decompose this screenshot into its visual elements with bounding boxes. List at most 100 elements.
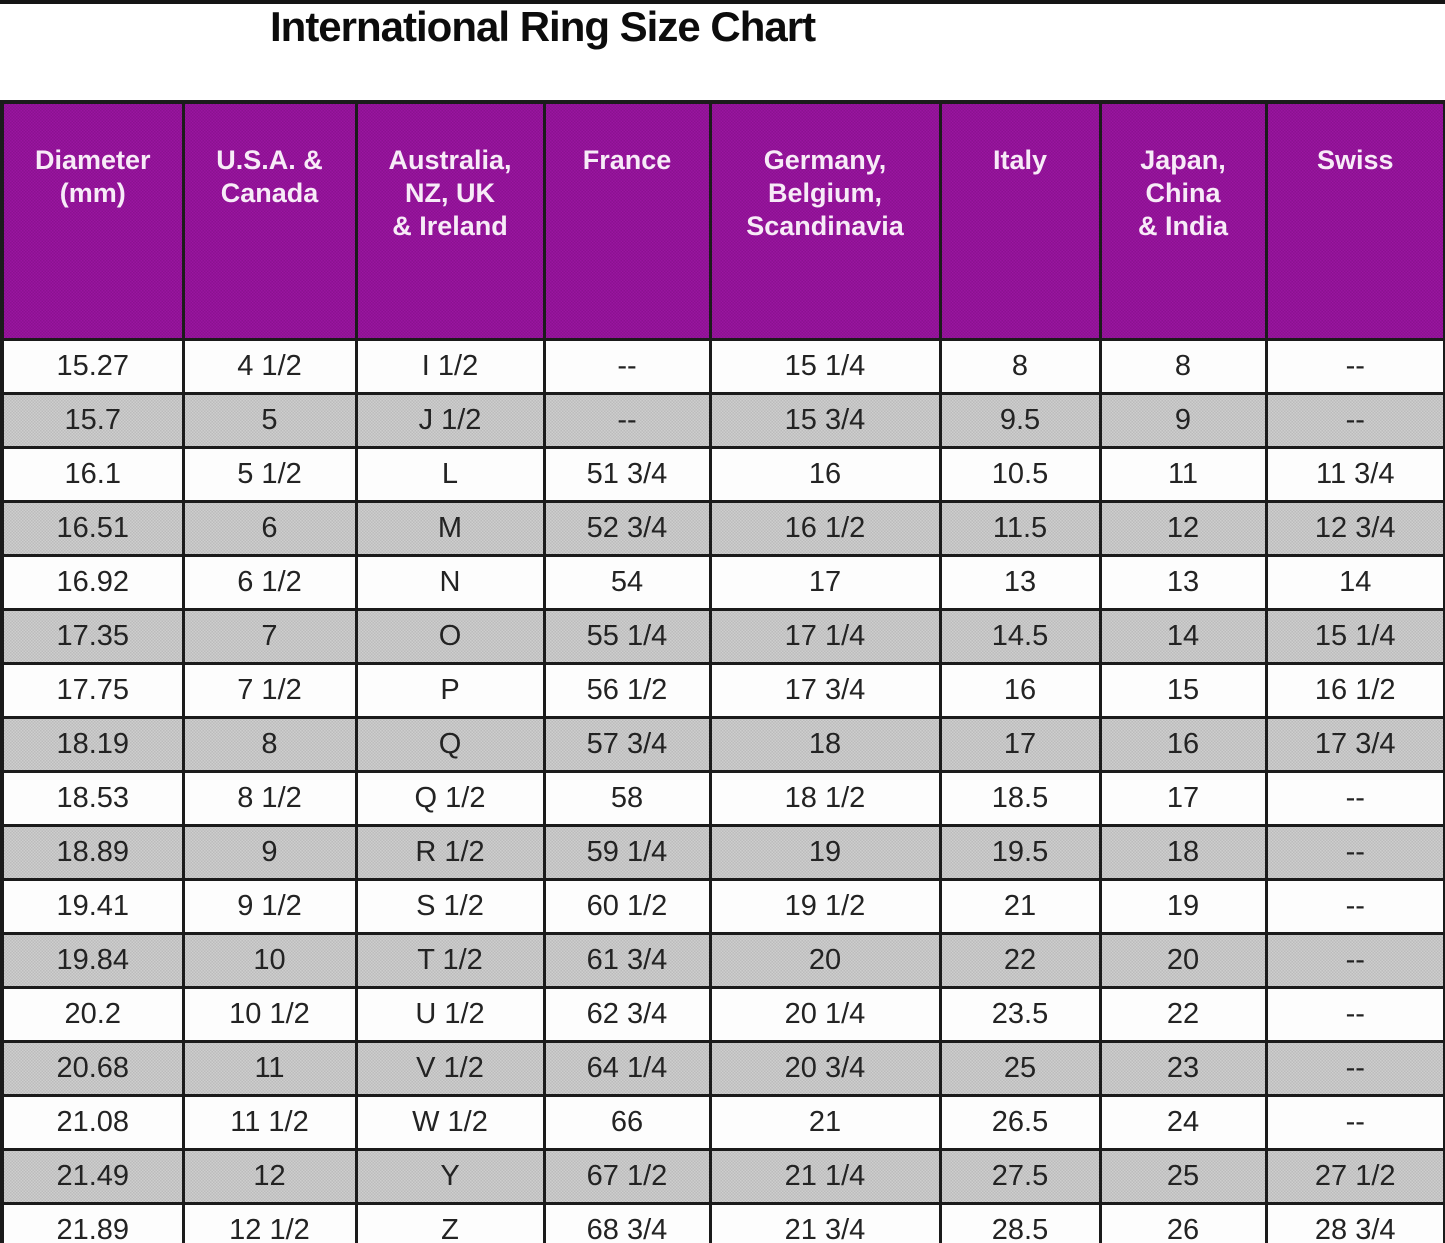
table-cell: 18	[708, 716, 942, 773]
table-cell: 28 3/4	[1264, 1202, 1445, 1243]
table-row: 19.41 9 1/2 S 1/2 60 1/2 19 1/2 21 19 --	[0, 878, 1445, 935]
table-cell: 27 1/2	[1264, 1148, 1445, 1205]
table-cell: 20	[708, 932, 942, 989]
table-cell: --	[1264, 824, 1445, 881]
table-cell: M	[354, 500, 546, 557]
table-cell: 68 3/4	[542, 1202, 712, 1243]
table-cell: 58	[542, 770, 712, 827]
table-cell: 8	[1098, 338, 1268, 395]
table-row: 20.2 10 1/2 U 1/2 62 3/4 20 1/4 23.5 22 --	[0, 986, 1445, 1043]
table-cell: 9	[181, 824, 358, 881]
table-cell: 59 1/4	[542, 824, 712, 881]
table-cell: 12	[1098, 500, 1268, 557]
table-head: Diameter (mm) U.S.A. & Canada Australia, N…	[0, 100, 1445, 341]
table-row: 16.51 6 M 52 3/4 16 1/2 11.5 12 12 3/4	[0, 500, 1445, 557]
table-cell: 8	[938, 338, 1102, 395]
table-cell: 21 3/4	[708, 1202, 942, 1243]
table-cell: 10.5	[938, 446, 1102, 503]
table-cell: 21	[708, 1094, 942, 1151]
table-cell: 14	[1098, 608, 1268, 665]
table-row: 15.7 5 J 1/2 -- 15 3/4 9.5 9 --	[0, 392, 1445, 449]
table-cell: 20.2	[0, 986, 185, 1043]
table-row: 18.53 8 1/2 Q 1/2 58 18 1/2 18.5 17 --	[0, 770, 1445, 827]
table-cell: 16.1	[0, 446, 185, 503]
table-cell: 17 1/4	[708, 608, 942, 665]
table-cell: 14.5	[938, 608, 1102, 665]
table-cell: 7	[181, 608, 358, 665]
table-cell: 5	[181, 392, 358, 449]
table-cell: 18.5	[938, 770, 1102, 827]
table-cell: 18.19	[0, 716, 185, 773]
table-cell: 17 3/4	[1264, 716, 1445, 773]
table-cell: 17.35	[0, 608, 185, 665]
table-cell: 21.89	[0, 1202, 185, 1243]
table-cell: V 1/2	[354, 1040, 546, 1097]
table-cell: N	[354, 554, 546, 611]
table-cell: 9 1/2	[181, 878, 358, 935]
table-cell: 8 1/2	[181, 770, 358, 827]
table-cell: 9	[1098, 392, 1268, 449]
table-row: 21.89 12 1/2 Z 68 3/4 21 3/4 28.5 26 28 3/4	[0, 1202, 1445, 1243]
table-row: 16.1 5 1/2 L 51 3/4 16 10.5 11 11 3/4	[0, 446, 1445, 503]
table-row: 18.19 8 Q 57 3/4 18 17 16 17 3/4	[0, 716, 1445, 773]
table-cell: 6	[181, 500, 358, 557]
table-cell: 19	[1098, 878, 1268, 935]
column-header: Germany, Belgium, Scandinavia	[708, 100, 942, 341]
column-header: Swiss	[1264, 100, 1445, 341]
table-cell: --	[1264, 338, 1445, 395]
table-cell: 16.51	[0, 500, 185, 557]
table-cell: 15 3/4	[708, 392, 942, 449]
table-body: 15.27 4 1/2 I 1/2 -- 15 1/4 8 8 -- 15.7 5 J 1/2 -- 1…	[0, 338, 1445, 1243]
table-cell: 23	[1098, 1040, 1268, 1097]
table-cell: 6 1/2	[181, 554, 358, 611]
table-cell: R 1/2	[354, 824, 546, 881]
ring-size-table: Diameter (mm) U.S.A. & Canada Australia, N…	[0, 100, 1445, 1243]
column-header: U.S.A. & Canada	[181, 100, 358, 341]
table-cell: 15 1/4	[1264, 608, 1445, 665]
table-cell: 21.49	[0, 1148, 185, 1205]
table-cell: 66	[542, 1094, 712, 1151]
table-cell: Q 1/2	[354, 770, 546, 827]
table-cell: 27.5	[938, 1148, 1102, 1205]
table-cell: 15.27	[0, 338, 185, 395]
table-cell: 19.84	[0, 932, 185, 989]
table-row: 21.08 11 1/2 W 1/2 66 21 26.5 24 --	[0, 1094, 1445, 1151]
table-cell: --	[542, 392, 712, 449]
table-cell: 16	[938, 662, 1102, 719]
table-cell: 15 1/4	[708, 338, 942, 395]
table-cell: 22	[1098, 986, 1268, 1043]
table-cell: 11	[1098, 446, 1268, 503]
table-cell: 55 1/4	[542, 608, 712, 665]
table-cell: --	[1264, 932, 1445, 989]
table-cell: 12 3/4	[1264, 500, 1445, 557]
table-cell: 11 1/2	[181, 1094, 358, 1151]
table-cell: 67 1/2	[542, 1148, 712, 1205]
table-row: 19.84 10 T 1/2 61 3/4 20 22 20 --	[0, 932, 1445, 989]
table-cell: 10 1/2	[181, 986, 358, 1043]
table-cell: 18	[1098, 824, 1268, 881]
table-cell: 17.75	[0, 662, 185, 719]
table-row: 17.75 7 1/2 P 56 1/2 17 3/4 16 15 16 1/2	[0, 662, 1445, 719]
table-cell: 4 1/2	[181, 338, 358, 395]
table-cell: Y	[354, 1148, 546, 1205]
table-cell: --	[1264, 392, 1445, 449]
table-cell: 20 1/4	[708, 986, 942, 1043]
table-cell: 21 1/4	[708, 1148, 942, 1205]
table-cell: 20 3/4	[708, 1040, 942, 1097]
table-cell: --	[1264, 878, 1445, 935]
table-cell: O	[354, 608, 546, 665]
table-cell: P	[354, 662, 546, 719]
table-cell: S 1/2	[354, 878, 546, 935]
table-row: 18.89 9 R 1/2 59 1/4 19 19.5 18 --	[0, 824, 1445, 881]
table-cell: 19 1/2	[708, 878, 942, 935]
table-cell: L	[354, 446, 546, 503]
table-cell: 13	[1098, 554, 1268, 611]
table-cell: 7 1/2	[181, 662, 358, 719]
table-cell: 19.5	[938, 824, 1102, 881]
table-cell: 18.53	[0, 770, 185, 827]
table-cell: 54	[542, 554, 712, 611]
table-cell: 11	[181, 1040, 358, 1097]
column-header: Japan, China & India	[1098, 100, 1268, 341]
header-row: Diameter (mm) U.S.A. & Canada Australia, N…	[0, 100, 1445, 341]
table-cell: 16 1/2	[1264, 662, 1445, 719]
